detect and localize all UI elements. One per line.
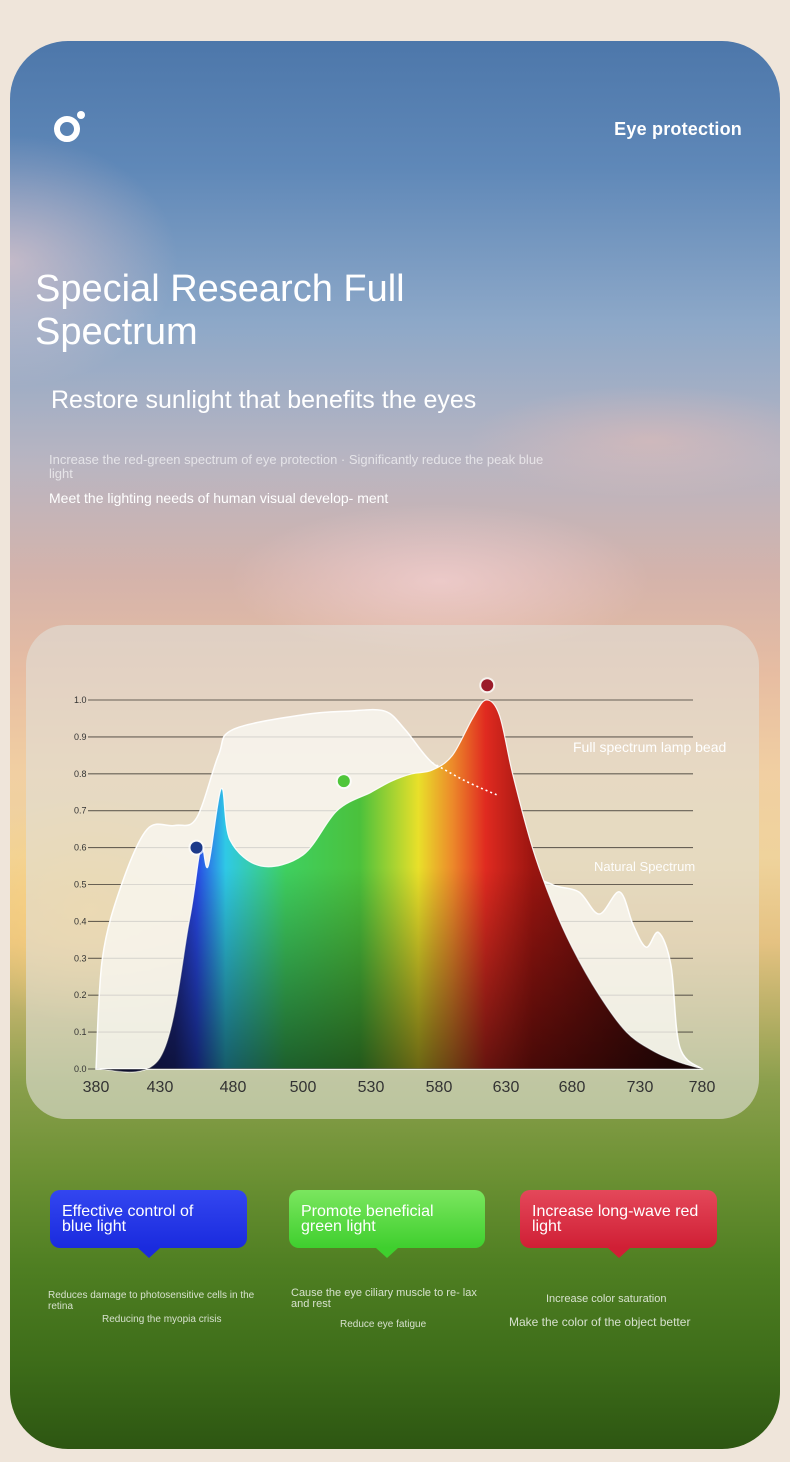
description-line-1: Increase the red-green spectrum of eye p…: [49, 452, 544, 481]
note-red-2: Make the color of the object better: [509, 1315, 691, 1329]
feature-green-label-2: green light: [301, 1218, 376, 1235]
feature-blue-label-2: blue light: [62, 1218, 127, 1235]
y-tick-label: 0.9: [74, 732, 87, 742]
feature-red-light: Increase long-wave red light: [520, 1190, 717, 1258]
y-tick-label: 0.5: [74, 880, 87, 890]
marker-dot: [190, 841, 203, 854]
x-tick-label: 780: [689, 1079, 716, 1096]
x-tick-label: 430: [147, 1079, 174, 1096]
feature-blue-label-1: Effective control of: [62, 1203, 194, 1220]
y-tick-label: 0.8: [74, 769, 87, 779]
y-tick-label: 1.0: [74, 695, 87, 705]
x-tick-label: 630: [493, 1079, 520, 1096]
feature-green-label-1: Promote beneficial: [301, 1203, 434, 1220]
description-line-2: Meet the lighting needs of human visual …: [49, 490, 389, 506]
y-tick-label: 0.4: [74, 916, 87, 926]
spectrum-chart: 0.0 0.1 0.2 0.3 0.4 0.5 0.6 0.7 0.8 0.9 1.0 380 430…: [74, 677, 716, 1096]
chart-series: [95, 699, 704, 1073]
ring-logo-icon: [54, 111, 85, 142]
x-tick-label: 730: [627, 1079, 654, 1096]
eye-protection-tag: Eye protection: [614, 119, 742, 139]
note-blue-2: Reducing the myopia crisis: [102, 1314, 222, 1325]
y-tick-label: 0.1: [74, 1027, 87, 1037]
poster-card: Eye protection Special Research Full Spe…: [10, 41, 780, 1449]
page-title: Special Research Full Spectrum: [35, 268, 405, 353]
full-spectrum-shade: [96, 699, 702, 1073]
feature-red-label-2: light: [532, 1218, 562, 1235]
marker-dot: [337, 775, 350, 788]
x-tick-label: 530: [358, 1079, 385, 1096]
legend-full-spectrum: Full spectrum lamp bead: [573, 739, 727, 755]
x-tick-label: 380: [83, 1079, 110, 1096]
legend-natural-spectrum: Natural Spectrum: [594, 859, 696, 874]
page-subtitle: Restore sunlight that benefits the eyes: [51, 386, 477, 414]
note-blue-1: Reduces damage to photosensitive cells i…: [48, 1290, 255, 1312]
x-tick-label: 500: [290, 1079, 317, 1096]
feature-green-light: Promote beneficial green light: [289, 1190, 485, 1258]
feature-blue-light: Effective control of blue light: [50, 1190, 247, 1258]
chart-ticks: 380 430 480 500 530 580 630 680 730 780: [83, 1079, 716, 1096]
y-tick-label: 0.6: [74, 843, 87, 853]
feature-red-label-1: Increase long-wave red: [532, 1203, 699, 1220]
note-green-2: Reduce eye fatigue: [340, 1319, 427, 1330]
y-tick-label: 0.7: [74, 806, 87, 816]
chart-markers: [188, 677, 496, 856]
y-tick-label: 0.3: [74, 953, 87, 963]
x-tick-label: 480: [220, 1079, 247, 1096]
spectrum-chart-panel: 0.0 0.1 0.2 0.3 0.4 0.5 0.6 0.7 0.8 0.9 1.0 380 430…: [26, 625, 759, 1119]
y-tick-label: 0.2: [74, 990, 87, 1000]
x-tick-label: 580: [426, 1079, 453, 1096]
note-red-1: Increase color saturation: [546, 1293, 667, 1305]
y-tick-label: 0.0: [74, 1064, 87, 1074]
x-tick-label: 680: [559, 1079, 586, 1096]
natural-spectrum-dotted-line: [431, 762, 500, 797]
marker-dot: [481, 679, 494, 692]
note-green-1: Cause the eye ciliary muscle to re- lax …: [291, 1287, 477, 1310]
